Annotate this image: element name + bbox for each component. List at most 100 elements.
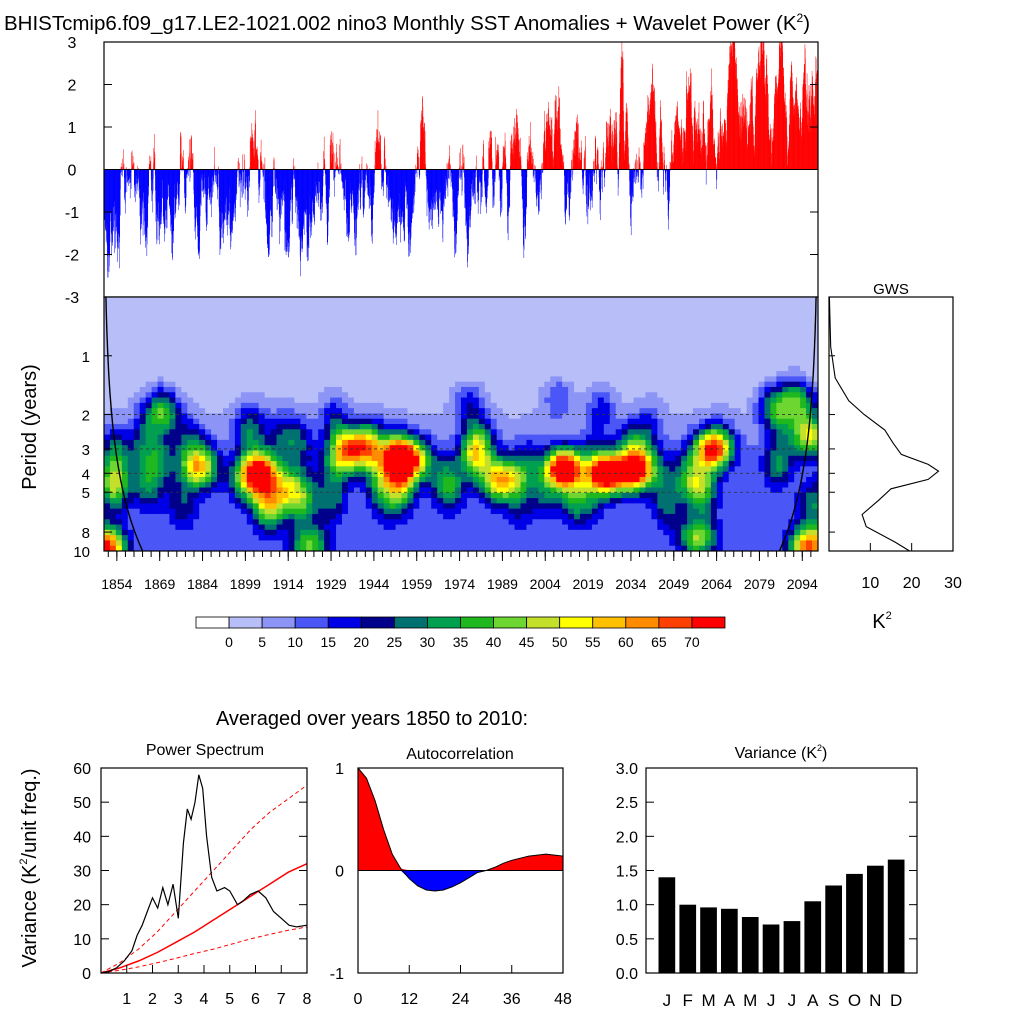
wavelet-cell	[306, 498, 313, 504]
wavelet-cell	[223, 413, 230, 420]
wavelet-cell	[324, 297, 331, 303]
wavelet-cell	[104, 508, 111, 515]
wavelet-cell	[205, 508, 212, 515]
wavelet-cell	[228, 471, 236, 478]
wavelet-cell	[211, 355, 218, 361]
wavelet-cell	[288, 524, 295, 531]
wavelet-cell	[169, 434, 176, 441]
wavelet-cell	[318, 535, 325, 541]
wavelet-cell	[121, 392, 129, 398]
wavelet-cell	[151, 418, 158, 425]
wavelet-cell	[193, 307, 200, 314]
wavelet-cell	[276, 535, 283, 541]
wavelet-cell	[318, 529, 325, 536]
wavelet-cell	[139, 328, 147, 335]
wavelet-cell	[336, 307, 343, 314]
wavelet-cell	[240, 312, 248, 319]
wavelet-cell	[282, 392, 289, 398]
wavelet-cell	[181, 376, 188, 383]
wavelet-cell	[300, 424, 307, 430]
sst-y-tick-label: -1	[65, 205, 79, 222]
wavelet-cell	[121, 429, 129, 435]
wavelet-cell	[223, 323, 230, 330]
wavelet-cell	[330, 323, 337, 330]
wavelet-cell	[193, 318, 200, 324]
wavelet-cell	[324, 312, 331, 319]
wavelet-cell	[282, 339, 289, 346]
wavelet-cell	[211, 535, 218, 541]
wavelet-cell	[312, 360, 319, 367]
wavelet-cell	[211, 545, 218, 551]
wavelet-cell	[342, 302, 349, 308]
wavelet-cell	[276, 392, 283, 398]
wavelet-cell	[336, 334, 343, 340]
wavelet-cell	[336, 482, 343, 488]
wavelet-cell	[205, 461, 212, 467]
wavelet-cell	[270, 503, 277, 510]
wavelet-cell	[157, 508, 164, 515]
wavelet-cell	[205, 498, 212, 504]
wavelet-cell	[234, 434, 242, 441]
wavelet-cell	[246, 466, 254, 473]
wavelet-cell	[252, 476, 260, 483]
wavelet-cell	[324, 508, 331, 515]
wavelet-cell	[217, 482, 224, 488]
wavelet-cell	[282, 297, 289, 303]
wavelet-cell	[288, 312, 295, 319]
wavelet-cell	[175, 312, 182, 319]
wavelet-cell	[330, 434, 337, 441]
wavelet-cell	[330, 413, 337, 420]
wavelet-cell	[151, 434, 158, 441]
wavelet-cell	[193, 540, 200, 547]
wavelet-cell	[175, 429, 182, 435]
wavelet-cell	[169, 397, 176, 404]
wavelet-cell	[217, 540, 224, 547]
wavelet-cell	[139, 307, 147, 314]
wavelet-cell	[211, 297, 218, 303]
wavelet-cell	[157, 371, 164, 377]
wavelet-cell	[342, 498, 349, 504]
wavelet-cell	[288, 424, 295, 430]
wavelet-cell	[109, 339, 117, 346]
wavelet-cell	[104, 439, 111, 446]
wavelet-cell	[252, 461, 260, 467]
wavelet-cell	[342, 466, 349, 473]
wavelet-cell	[336, 418, 343, 425]
wavelet-cell	[121, 334, 129, 340]
wavelet-cell	[169, 492, 176, 499]
wavelet-cell	[104, 381, 111, 388]
wavelet-cell	[258, 318, 266, 324]
wavelet-cell	[318, 408, 325, 414]
wavelet-cell	[205, 519, 212, 525]
wavelet-cell	[288, 302, 295, 308]
wavelet-cell	[288, 487, 295, 494]
wavelet-cell	[294, 466, 301, 473]
wavelet-cell	[169, 323, 176, 330]
wavelet-cell	[264, 503, 271, 510]
wavelet-cell	[181, 307, 188, 314]
wavelet-cell	[205, 392, 212, 398]
wavelet-cell	[163, 323, 170, 330]
wavelet-cell	[306, 355, 313, 361]
wavelet-cell	[181, 540, 188, 547]
wavelet-cell	[282, 439, 289, 446]
wavelet-cell	[199, 529, 206, 536]
wavelet-cell	[288, 492, 295, 499]
wavelet-cell	[336, 328, 343, 335]
wavelet-cell	[246, 307, 254, 314]
wavelet-cell	[181, 312, 188, 319]
wavelet-cell	[270, 402, 277, 409]
wavelet-cell	[163, 355, 170, 361]
wavelet-cell	[324, 545, 331, 551]
wavelet-cell	[234, 355, 242, 361]
wavelet-cell	[223, 461, 230, 467]
wavelet-cell	[312, 540, 319, 547]
wavelet-cell	[270, 429, 277, 435]
wavelet-cell	[312, 429, 319, 435]
wavelet-cell	[109, 381, 117, 388]
wavelet-cell	[318, 461, 325, 467]
wavelet-cell	[276, 349, 283, 356]
wavelet-cell	[223, 482, 230, 488]
wavelet-cell	[163, 524, 170, 531]
wavelet-cell	[175, 408, 182, 414]
